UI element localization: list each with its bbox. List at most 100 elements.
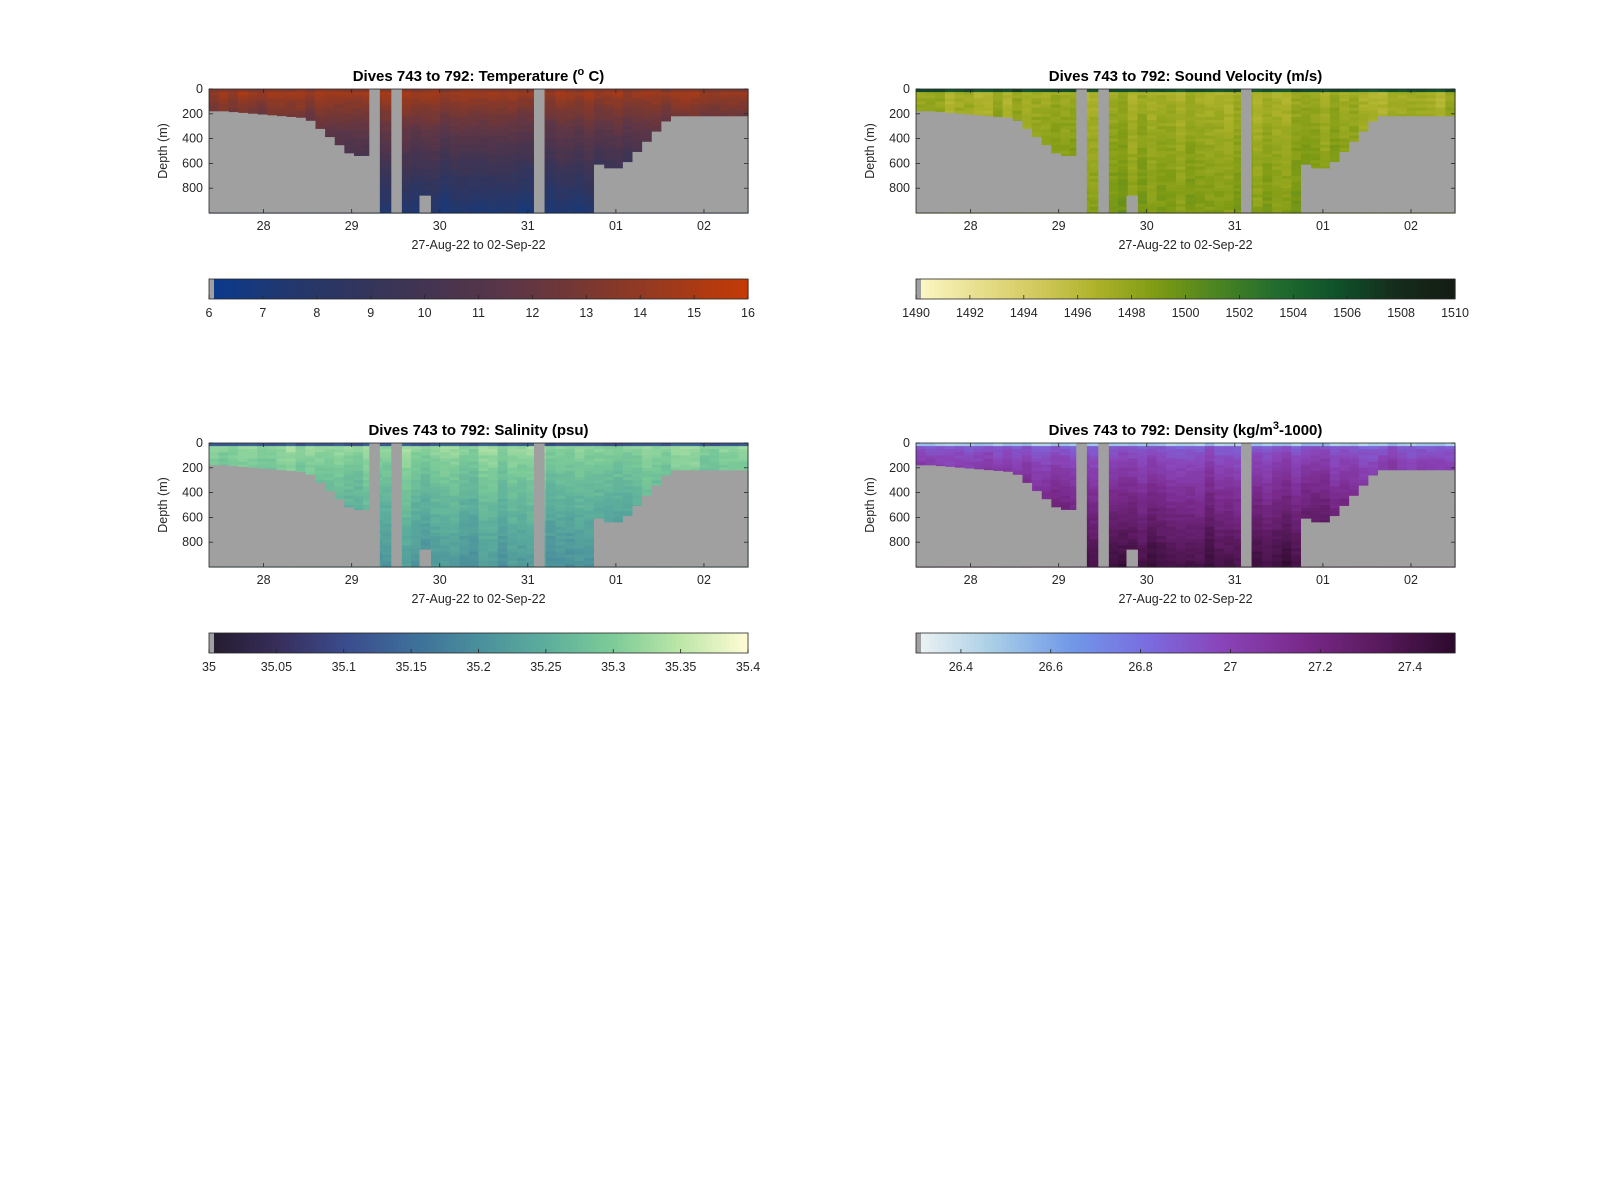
heatmap-cell (1378, 101, 1389, 106)
heatmap-cell (954, 89, 965, 93)
heatmap-cell (488, 157, 499, 161)
heatmap-cell (1233, 89, 1244, 93)
heatmap-cell (690, 101, 701, 106)
heatmap-cell (1147, 123, 1158, 127)
land-block (699, 116, 711, 213)
heatmap-cell (353, 129, 364, 133)
colorbar-segment (1001, 279, 1007, 299)
heatmap-cell (1252, 138, 1264, 143)
heatmap-cell (584, 123, 595, 127)
colorbar-segment (996, 279, 1002, 299)
colorbar-segment (1158, 279, 1164, 299)
heatmap-cell (478, 154, 489, 158)
heatmap-cell (661, 101, 672, 106)
heatmap-cell (565, 123, 576, 127)
heatmap-cell (1329, 107, 1341, 112)
heatmap-cell (545, 197, 557, 202)
heatmap-cell (1060, 120, 1071, 124)
heatmap-cell (1204, 151, 1215, 155)
heatmap-cell (642, 92, 653, 96)
heatmap-cell (565, 144, 576, 149)
heatmap-cell (1108, 126, 1119, 130)
heatmap-cell (1397, 107, 1408, 112)
heatmap-cell (728, 89, 739, 93)
colorbar-segment (294, 279, 300, 299)
heatmap-cell (1281, 209, 1292, 214)
heatmap-cell (1175, 182, 1187, 186)
heatmap-cell (1089, 110, 1100, 115)
heatmap-cell (1166, 203, 1177, 208)
heatmap-cell (1320, 113, 1331, 118)
heatmap-cell (555, 178, 566, 183)
data-gap (1098, 89, 1109, 213)
heatmap-cell (651, 98, 662, 102)
heatmap-cell (209, 458, 220, 463)
heatmap-cell (1435, 95, 1446, 99)
heatmap-cell (565, 135, 576, 140)
heatmap-cell (603, 163, 614, 168)
heatmap-cell (440, 154, 451, 158)
heatmap-cell (430, 197, 441, 202)
heatmap-cell (1127, 92, 1138, 96)
heatmap-cell (1118, 160, 1129, 164)
heatmap-cell (459, 151, 470, 155)
heatmap-cell (1387, 92, 1398, 96)
heatmap-cell (468, 194, 480, 199)
colorbar-segment (487, 279, 493, 299)
heatmap-cell (1204, 141, 1215, 146)
heatmap-cell (276, 95, 287, 99)
heatmap-cell (1147, 209, 1158, 214)
heatmap-cell (545, 129, 557, 133)
heatmap-cell (1175, 147, 1187, 152)
heatmap-cell (1041, 138, 1052, 143)
heatmap-cell (1233, 107, 1244, 112)
heatmap-cell (1060, 129, 1071, 133)
heatmap-cell (209, 95, 220, 99)
heatmap-cell (382, 160, 393, 164)
heatmap-cell (1156, 89, 1167, 93)
colorbar: 6 7 8 9 10 11 12 13 14 15 16 (206, 278, 755, 320)
heatmap-cell (314, 120, 326, 124)
heatmap-cell (401, 188, 412, 192)
heatmap-cell (1310, 126, 1321, 130)
heatmap-cell (574, 175, 585, 180)
heatmap-cell (1127, 116, 1138, 121)
y-tick-label: 0 (196, 82, 203, 96)
heatmap-cell (1118, 89, 1129, 93)
heatmap-cell (1224, 178, 1235, 183)
heatmap-cell (632, 141, 643, 146)
colorbar-segment (730, 279, 736, 299)
heatmap-cell (334, 89, 345, 93)
heatmap-cell (555, 116, 566, 121)
heatmap-cell (1281, 206, 1292, 211)
heatmap-cell (257, 98, 268, 102)
heatmap-cell (401, 147, 412, 152)
heatmap-cell (1281, 194, 1292, 199)
heatmap-cell (565, 116, 576, 121)
heatmap-cell (1060, 151, 1071, 155)
heatmap-cell (1368, 95, 1379, 99)
heatmap-cell (584, 166, 595, 171)
heatmap-cell (411, 104, 422, 109)
heatmap-cell (1262, 98, 1273, 102)
heatmap-cell (526, 135, 537, 140)
heatmap-cell (1224, 172, 1235, 177)
land-block (709, 116, 720, 213)
heatmap-cell (584, 178, 595, 183)
heatmap-cell (497, 160, 508, 164)
heatmap-cell (343, 129, 354, 133)
heatmap-cell (507, 160, 518, 164)
heatmap-cell (1137, 163, 1148, 168)
heatmap-cell (420, 92, 431, 96)
heatmap-cell (507, 132, 518, 137)
heatmap-cell (1320, 116, 1331, 121)
heatmap-cell (382, 154, 393, 158)
heatmap-cell (497, 172, 508, 177)
colorbar-segment (1396, 279, 1402, 299)
heatmap-cell (1262, 206, 1273, 211)
heatmap-cell (411, 154, 422, 158)
heatmap-cell (1262, 163, 1273, 168)
heatmap-cell (1089, 104, 1100, 109)
heatmap-cell (1233, 166, 1244, 171)
heatmap-cell (603, 132, 614, 137)
